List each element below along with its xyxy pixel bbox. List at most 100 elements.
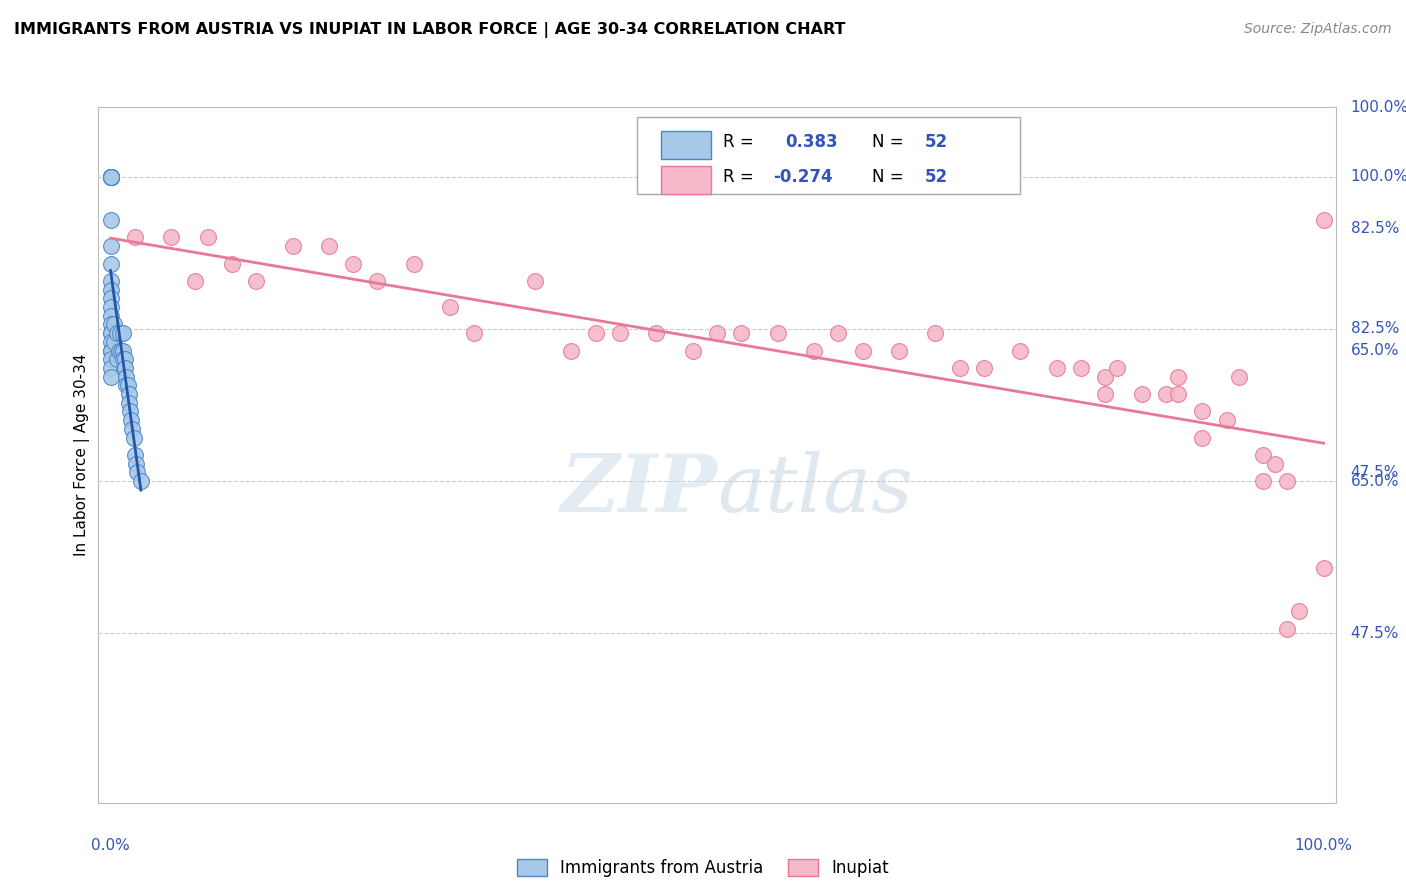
Text: IMMIGRANTS FROM AUSTRIA VS INUPIAT IN LABOR FORCE | AGE 30-34 CORRELATION CHART: IMMIGRANTS FROM AUSTRIA VS INUPIAT IN LA… — [14, 22, 845, 38]
Legend: Immigrants from Austria, Inupiat: Immigrants from Austria, Inupiat — [510, 852, 896, 884]
Point — [100, 169, 122, 184]
Point — [100, 343, 122, 358]
Y-axis label: In Labor Force | Age 30-34: In Labor Force | Age 30-34 — [75, 353, 90, 557]
Point — [1288, 605, 1310, 619]
Point — [100, 300, 122, 314]
Point — [125, 457, 148, 471]
Point — [1010, 343, 1032, 358]
Point — [1070, 360, 1092, 375]
Point — [120, 413, 142, 427]
Point — [439, 300, 461, 314]
Point — [114, 360, 136, 375]
Text: 100.0%: 100.0% — [1351, 169, 1406, 184]
Text: atlas: atlas — [717, 451, 912, 528]
Text: 0.383: 0.383 — [785, 133, 838, 151]
Bar — [661, 166, 711, 194]
Text: 65.0%: 65.0% — [1351, 474, 1399, 489]
Text: 65.0%: 65.0% — [1351, 343, 1399, 358]
Point — [105, 352, 128, 367]
Text: Source: ZipAtlas.com: Source: ZipAtlas.com — [1244, 22, 1392, 37]
Point — [1227, 369, 1250, 384]
Point — [318, 239, 340, 253]
Point — [973, 360, 995, 375]
Point — [100, 169, 122, 184]
Text: 47.5%: 47.5% — [1351, 465, 1399, 480]
Text: R =: R = — [723, 133, 765, 151]
Point — [1251, 448, 1274, 462]
Point — [111, 326, 134, 341]
Point — [160, 230, 183, 244]
Point — [129, 474, 152, 488]
Point — [118, 387, 141, 401]
Point — [524, 274, 547, 288]
Point — [1264, 457, 1286, 471]
Text: 52: 52 — [925, 168, 948, 186]
Point — [1191, 404, 1213, 418]
Point — [645, 326, 668, 341]
Bar — [661, 131, 711, 159]
Point — [827, 326, 849, 341]
Point — [114, 352, 136, 367]
Point — [124, 230, 146, 244]
Point — [184, 274, 207, 288]
Text: 82.5%: 82.5% — [1351, 321, 1399, 336]
Point — [100, 360, 122, 375]
Text: 47.5%: 47.5% — [1351, 625, 1399, 640]
Point — [117, 378, 139, 392]
Point — [100, 309, 122, 323]
Point — [1046, 360, 1069, 375]
Point — [100, 369, 122, 384]
Text: 0.0%: 0.0% — [91, 838, 129, 853]
Point — [887, 343, 910, 358]
Text: 100.0%: 100.0% — [1295, 838, 1353, 853]
Point — [949, 360, 972, 375]
Point — [1251, 474, 1274, 488]
Point — [118, 396, 141, 410]
Point — [100, 343, 122, 358]
Point — [730, 326, 752, 341]
Text: -0.274: -0.274 — [773, 168, 832, 186]
Point — [110, 343, 132, 358]
Point — [115, 369, 138, 384]
Point — [100, 169, 122, 184]
FancyBboxPatch shape — [637, 118, 1021, 194]
Point — [1312, 213, 1334, 227]
Point — [100, 334, 122, 349]
Point — [1275, 474, 1298, 488]
Point — [402, 257, 425, 271]
Point — [100, 257, 122, 271]
Point — [924, 326, 946, 341]
Point — [100, 326, 122, 341]
Point — [118, 404, 141, 418]
Point — [124, 448, 146, 462]
Point — [112, 360, 135, 375]
Text: 100.0%: 100.0% — [1351, 100, 1406, 114]
Text: 52: 52 — [925, 133, 948, 151]
Point — [100, 169, 122, 184]
Point — [766, 326, 789, 341]
Point — [100, 352, 122, 367]
Point — [100, 169, 122, 184]
Point — [1154, 387, 1177, 401]
Point — [100, 169, 122, 184]
Point — [1130, 387, 1153, 401]
Point — [803, 343, 825, 358]
Point — [111, 352, 134, 367]
Point — [115, 378, 138, 392]
Point — [852, 343, 875, 358]
Point — [122, 431, 145, 445]
Text: N =: N = — [872, 168, 908, 186]
Point — [1191, 431, 1213, 445]
Text: R =: R = — [723, 168, 759, 186]
Point — [560, 343, 582, 358]
Point — [100, 343, 122, 358]
Point — [245, 274, 267, 288]
Point — [1107, 360, 1129, 375]
Text: N =: N = — [872, 133, 908, 151]
Point — [342, 257, 364, 271]
Point — [1167, 369, 1189, 384]
Point — [110, 326, 132, 341]
Point — [1312, 561, 1334, 575]
Point — [100, 239, 122, 253]
Point — [100, 274, 122, 288]
